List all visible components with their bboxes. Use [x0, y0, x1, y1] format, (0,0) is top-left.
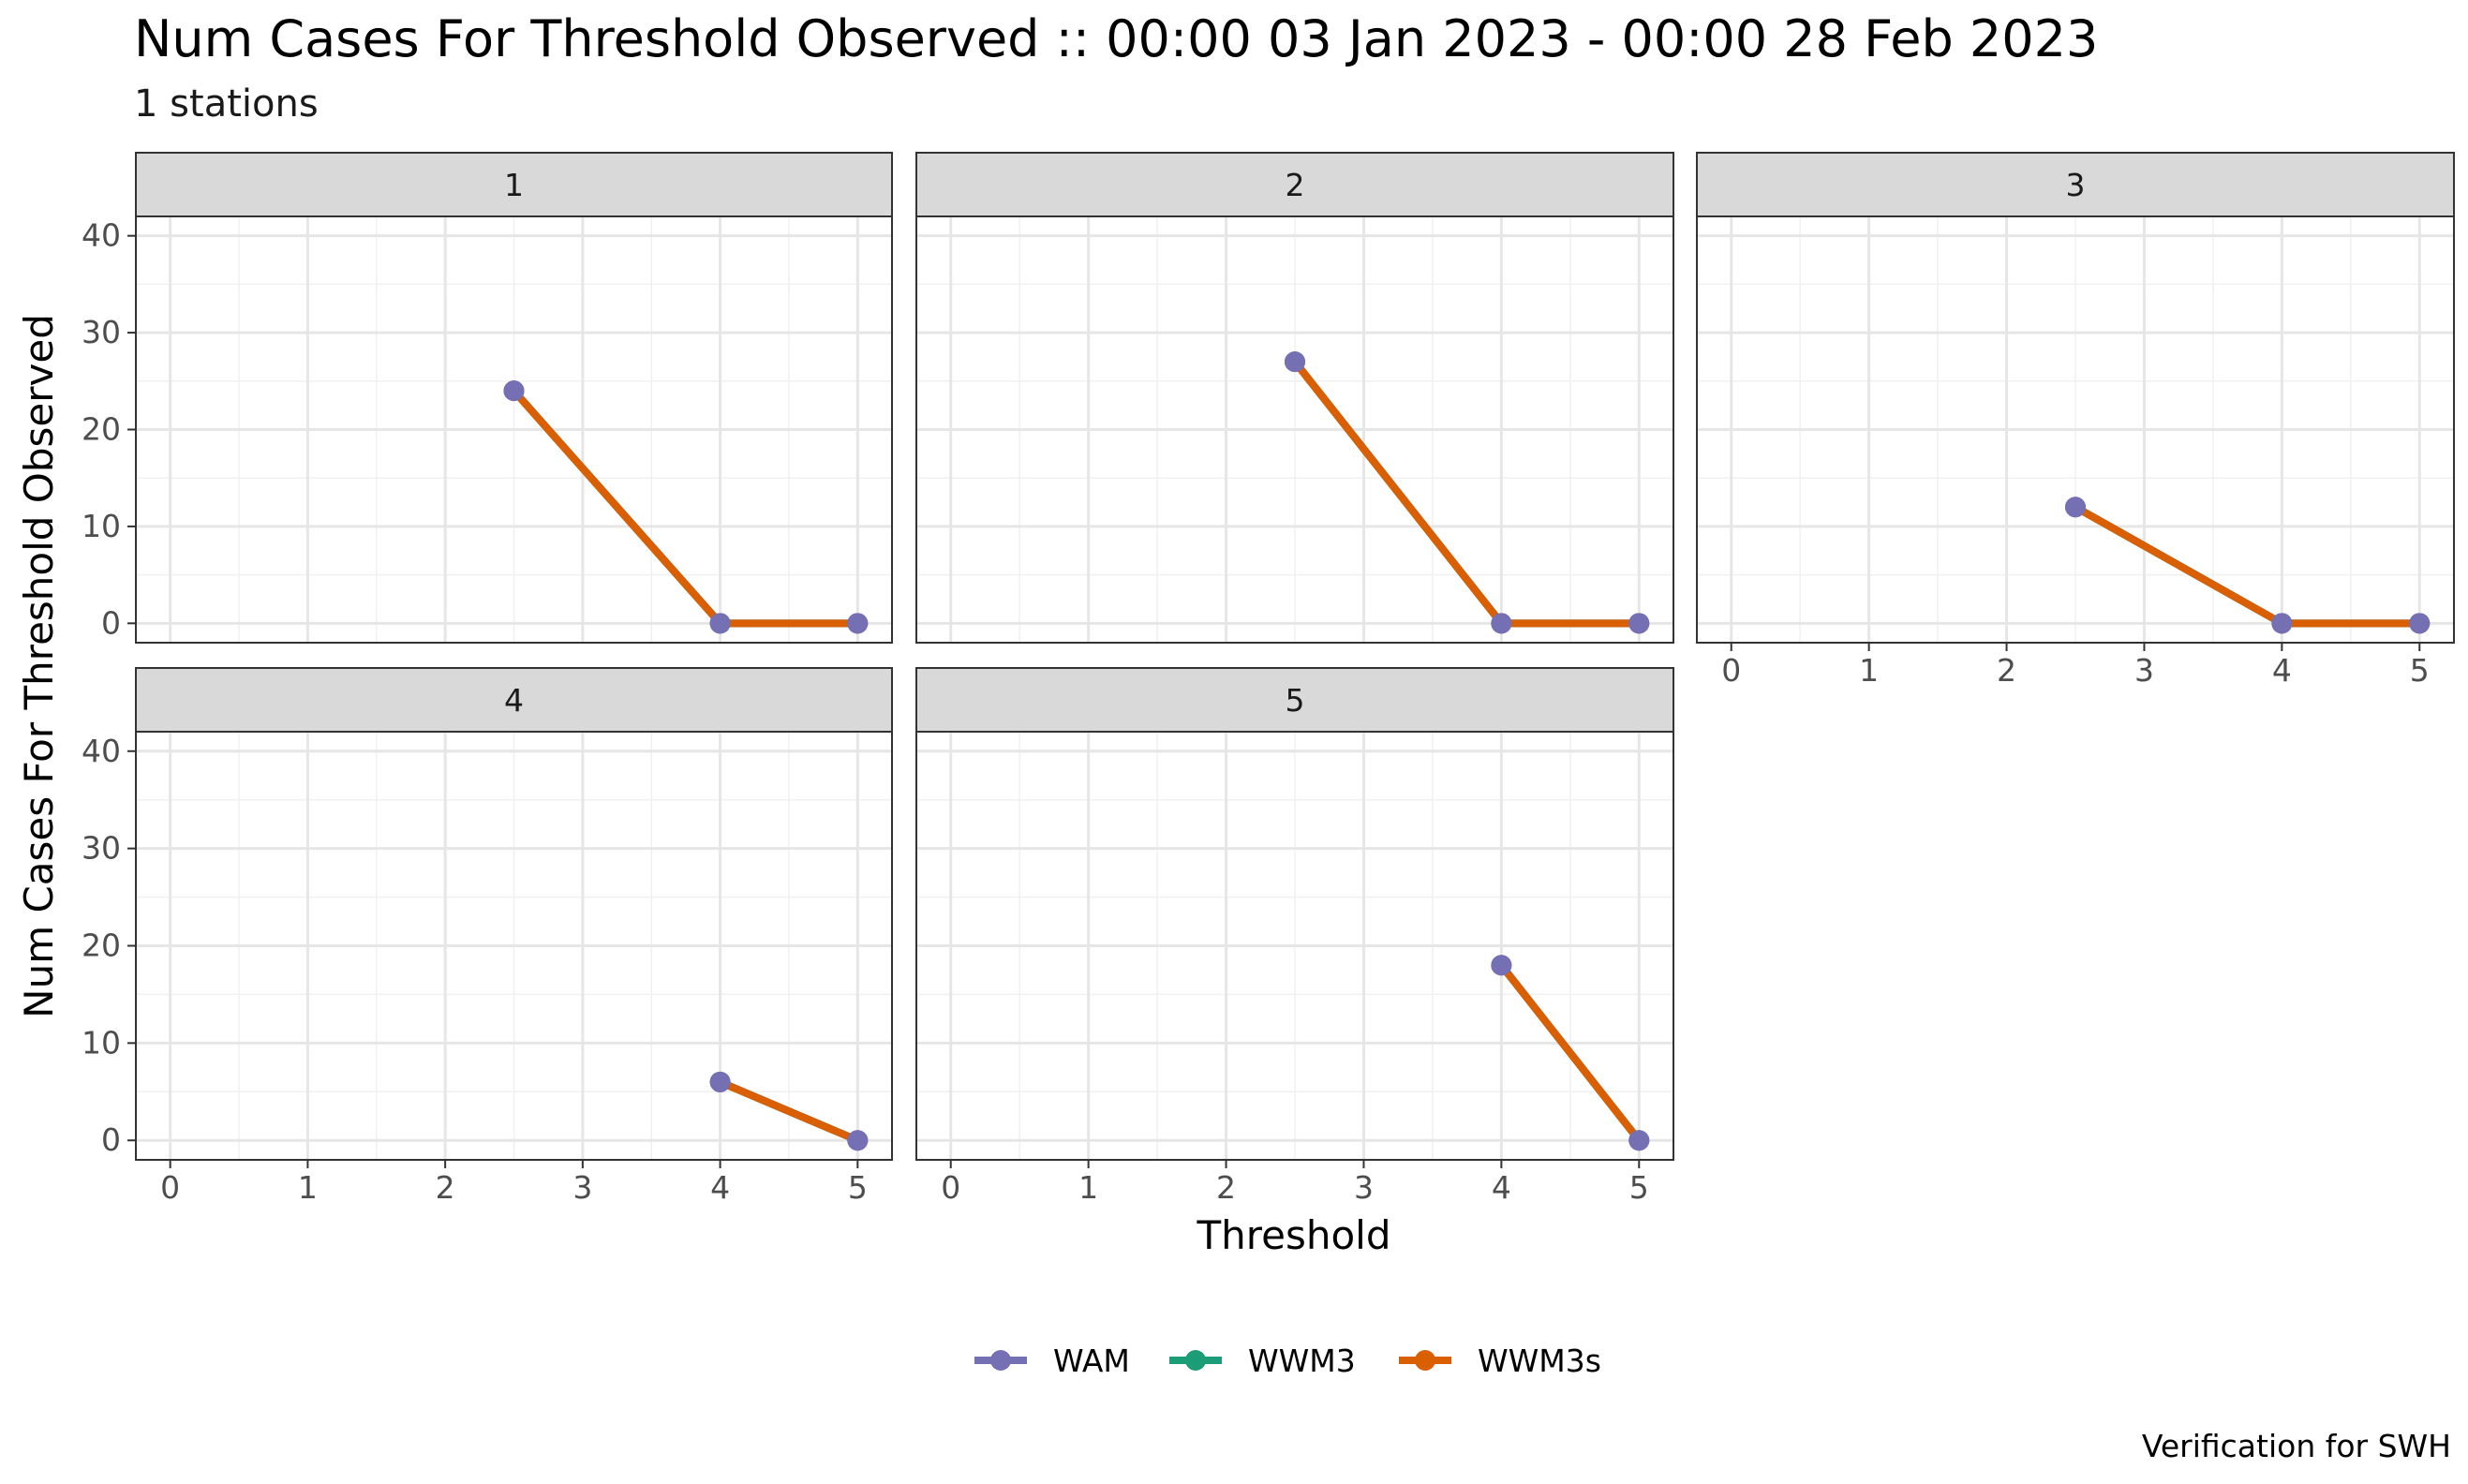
legend: WAM WWM3 WWM3s: [974, 1343, 1601, 1379]
legend-key-point: [1185, 1350, 1206, 1371]
x-tick-label: 3: [1354, 1169, 1374, 1206]
x-tick-label: 1: [298, 1169, 318, 1206]
x-tick-label: 2: [1997, 652, 2016, 689]
y-tick-label: 30: [82, 830, 121, 867]
facet-strip-label: 2: [1286, 167, 1305, 203]
facet-strip: [915, 667, 1674, 733]
data-point-wwm3s: [1491, 613, 1512, 634]
facet-strip-label: 1: [504, 167, 524, 203]
legend-key-point: [1415, 1350, 1435, 1371]
x-tick-label: 2: [1216, 1169, 1236, 1206]
x-tick-label: 4: [2272, 652, 2292, 689]
y-tick-label: 10: [82, 1024, 121, 1061]
y-tick-label: 10: [82, 508, 121, 544]
data-point-wwm3s: [1628, 613, 1650, 634]
data-point-wwm3s: [847, 1130, 869, 1151]
chart-caption: Verification for SWH: [2141, 1428, 2451, 1464]
x-tick-label: 4: [710, 1169, 730, 1206]
x-tick-label: 2: [436, 1169, 455, 1206]
y-tick-label: 0: [101, 604, 121, 641]
data-point-wwm3s: [709, 613, 731, 634]
facet-strip-label: 5: [1286, 682, 1305, 719]
data-point-wwm3s: [1285, 351, 1305, 373]
y-tick-label: 30: [82, 314, 121, 350]
series-points: [2065, 497, 2431, 634]
x-tick-label: 5: [2410, 652, 2430, 689]
facet-strip: [915, 152, 1674, 217]
x-tick-label: 1: [1859, 652, 1879, 689]
data-point-wwm3s: [709, 1071, 731, 1092]
y-axis-title: Num Cases For Threshold Observed: [16, 314, 62, 1018]
facet-panel-3: 3 0 1 2 3 4 5: [1696, 152, 2455, 689]
x-tick-label: 0: [941, 1169, 960, 1206]
data-point-wwm3s: [1628, 1130, 1650, 1151]
x-tick-label: 4: [1492, 1169, 1511, 1206]
x-axis-title: Threshold: [1197, 1212, 1391, 1258]
legend-item-wwm3: WWM3: [1169, 1343, 1356, 1379]
legend-key-point: [990, 1350, 1011, 1371]
series-points: [709, 1071, 869, 1151]
facet-panel-2: 2: [915, 152, 1674, 644]
facet-strip-label: 4: [504, 682, 524, 719]
legend-item-wam: WAM: [974, 1343, 1130, 1379]
legend-label: WAM: [1053, 1343, 1130, 1379]
data-point-wwm3s: [2409, 613, 2431, 634]
data-point-wwm3s: [2065, 497, 2086, 518]
x-tick-label: 0: [160, 1169, 180, 1206]
panel-border: [1696, 215, 2455, 644]
x-tick-label: 3: [572, 1169, 592, 1206]
y-tick-label: 40: [82, 217, 121, 254]
facet-panel-5: 5 0 1 2 3 4 5: [915, 667, 1674, 1206]
x-tick-label: 3: [2134, 652, 2154, 689]
x-tick-label: 1: [1078, 1169, 1098, 1206]
y-tick-label: 20: [82, 411, 121, 448]
panel-border: [915, 731, 1674, 1161]
series-lines: [1498, 962, 1643, 1143]
data-point-wwm3s: [503, 380, 525, 402]
series-lines: [719, 1078, 859, 1144]
legend-label: WWM3s: [1478, 1343, 1601, 1379]
data-point-wwm3s: [847, 613, 869, 634]
chart-subtitle: 1 stations: [134, 82, 319, 126]
data-point-wwm3s: [2271, 613, 2293, 634]
x-tick-label: 0: [1721, 652, 1741, 689]
series-line-wwm3s: [719, 1078, 859, 1144]
series-points: [1491, 955, 1650, 1151]
series-line-wwm3s: [1498, 962, 1643, 1143]
y-tick-label: 0: [101, 1121, 121, 1158]
y-tick-label: 40: [82, 733, 121, 769]
facet-strip: [135, 152, 893, 217]
data-point-wwm3s: [1491, 955, 1512, 976]
legend-label: WWM3: [1248, 1343, 1356, 1379]
x-tick-label: 5: [1629, 1169, 1649, 1206]
chart-title: Num Cases For Threshold Observed :: 00:0…: [134, 9, 2099, 68]
y-tick-label: 20: [82, 928, 121, 964]
series-points: [503, 380, 869, 634]
panel-border: [915, 215, 1674, 644]
legend-item-wwm3s: WWM3s: [1399, 1343, 1601, 1379]
facet-strip-label: 3: [2066, 167, 2086, 203]
x-tick-label: 5: [848, 1169, 868, 1206]
series-points: [1285, 351, 1650, 634]
